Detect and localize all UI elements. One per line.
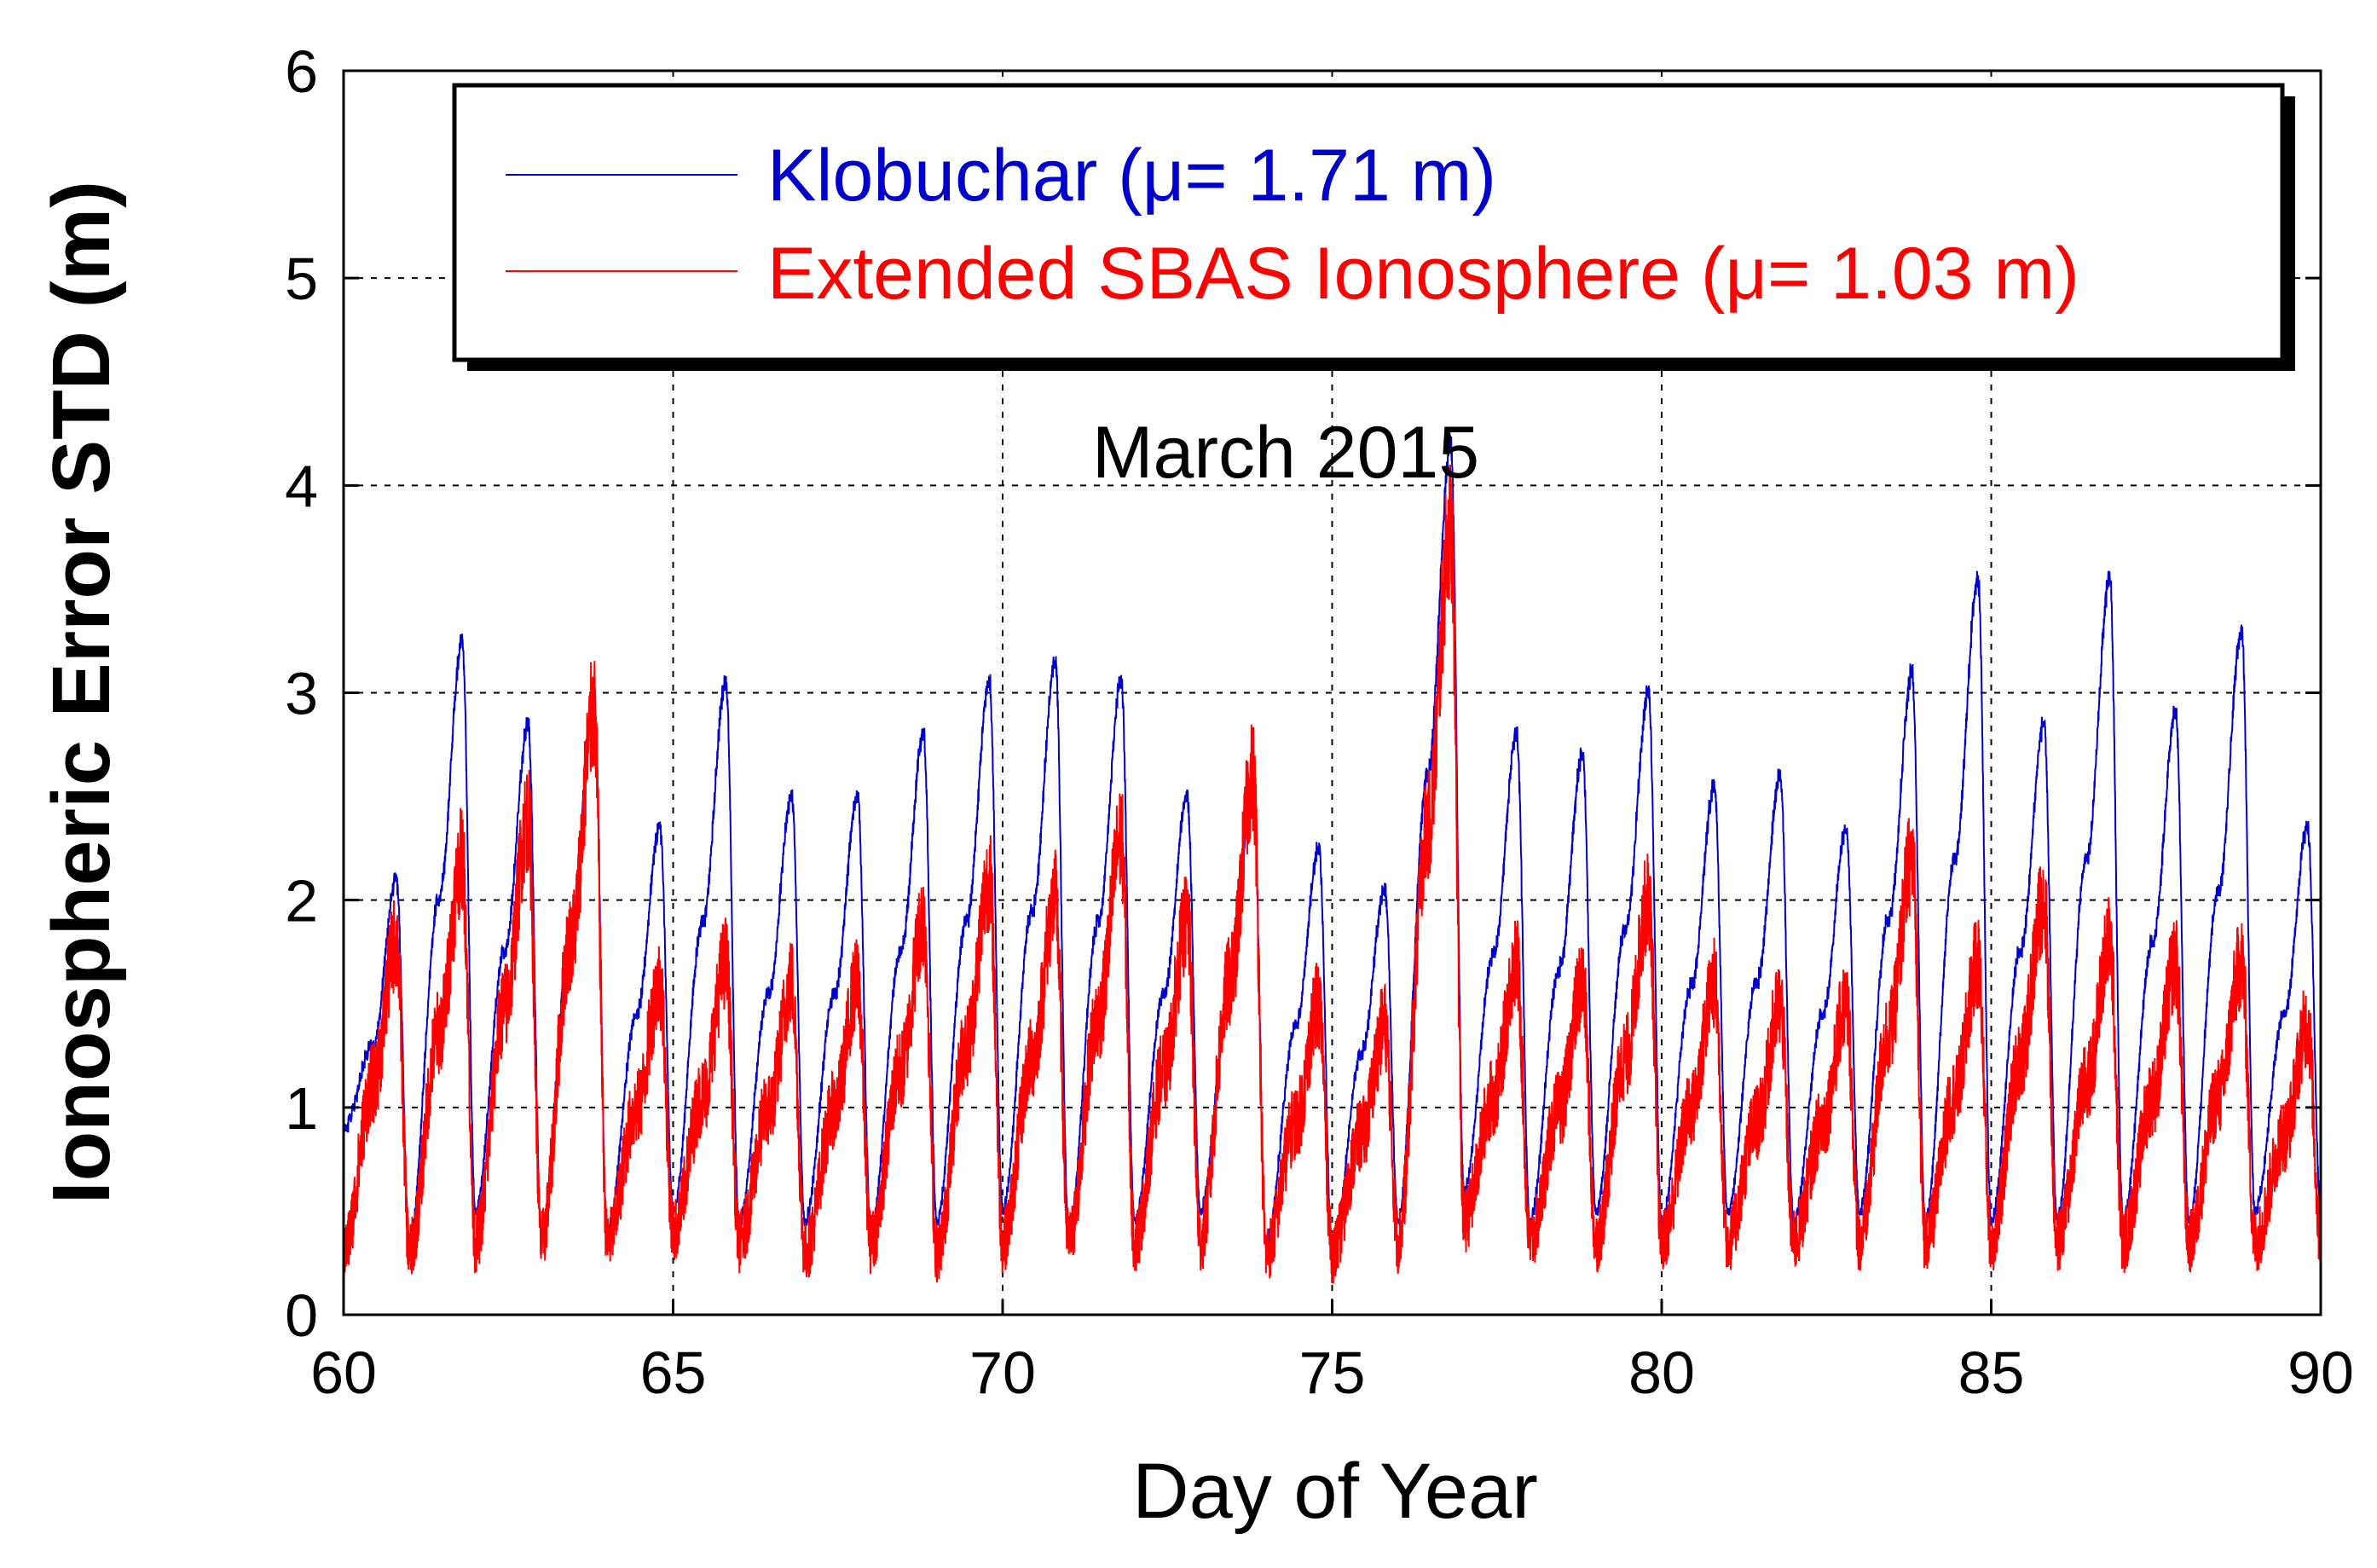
y-tick-label: 2 [285, 868, 318, 934]
series-layer [343, 434, 2322, 1284]
y-tick-label: 3 [285, 661, 318, 727]
x-axis-label: Day of Year [1132, 1448, 1538, 1535]
legend-label-klobuchar: Klobuchar (μ= 1.71 m) [767, 135, 1496, 217]
chart-title: March 2015 [1092, 412, 1479, 494]
y-tick-label: 4 [285, 453, 318, 519]
y-tick-label: 6 [285, 38, 318, 105]
legend: Klobuchar (μ= 1.71 m) Extended SBAS Iono… [452, 83, 2295, 371]
x-tick-label: 85 [1958, 1339, 2025, 1406]
y-tick-label: 5 [285, 246, 318, 312]
x-tick-label: 70 [969, 1339, 1036, 1406]
y-tick-label: 0 [285, 1282, 318, 1349]
legend-box [452, 83, 2285, 362]
x-tick-label: 90 [2287, 1339, 2354, 1406]
ticks [342, 69, 2322, 1316]
x-tick-label: 60 [310, 1339, 377, 1406]
y-tick-label: 1 [285, 1075, 318, 1142]
x-tick-label: 80 [1628, 1339, 1695, 1406]
series-sbas-line [343, 465, 2322, 1284]
x-tick-label: 65 [640, 1339, 707, 1406]
x-tick-label: 75 [1299, 1339, 1366, 1406]
y-axis-label: Ionospheric Error STD (m) [36, 181, 127, 1204]
tick-labels: 60 65 70 75 80 85 90 0 1 2 3 4 5 6 [285, 38, 2354, 1406]
legend-label-sbas: Extended SBAS Ionosphere (μ= 1.03 m) [767, 233, 2079, 315]
